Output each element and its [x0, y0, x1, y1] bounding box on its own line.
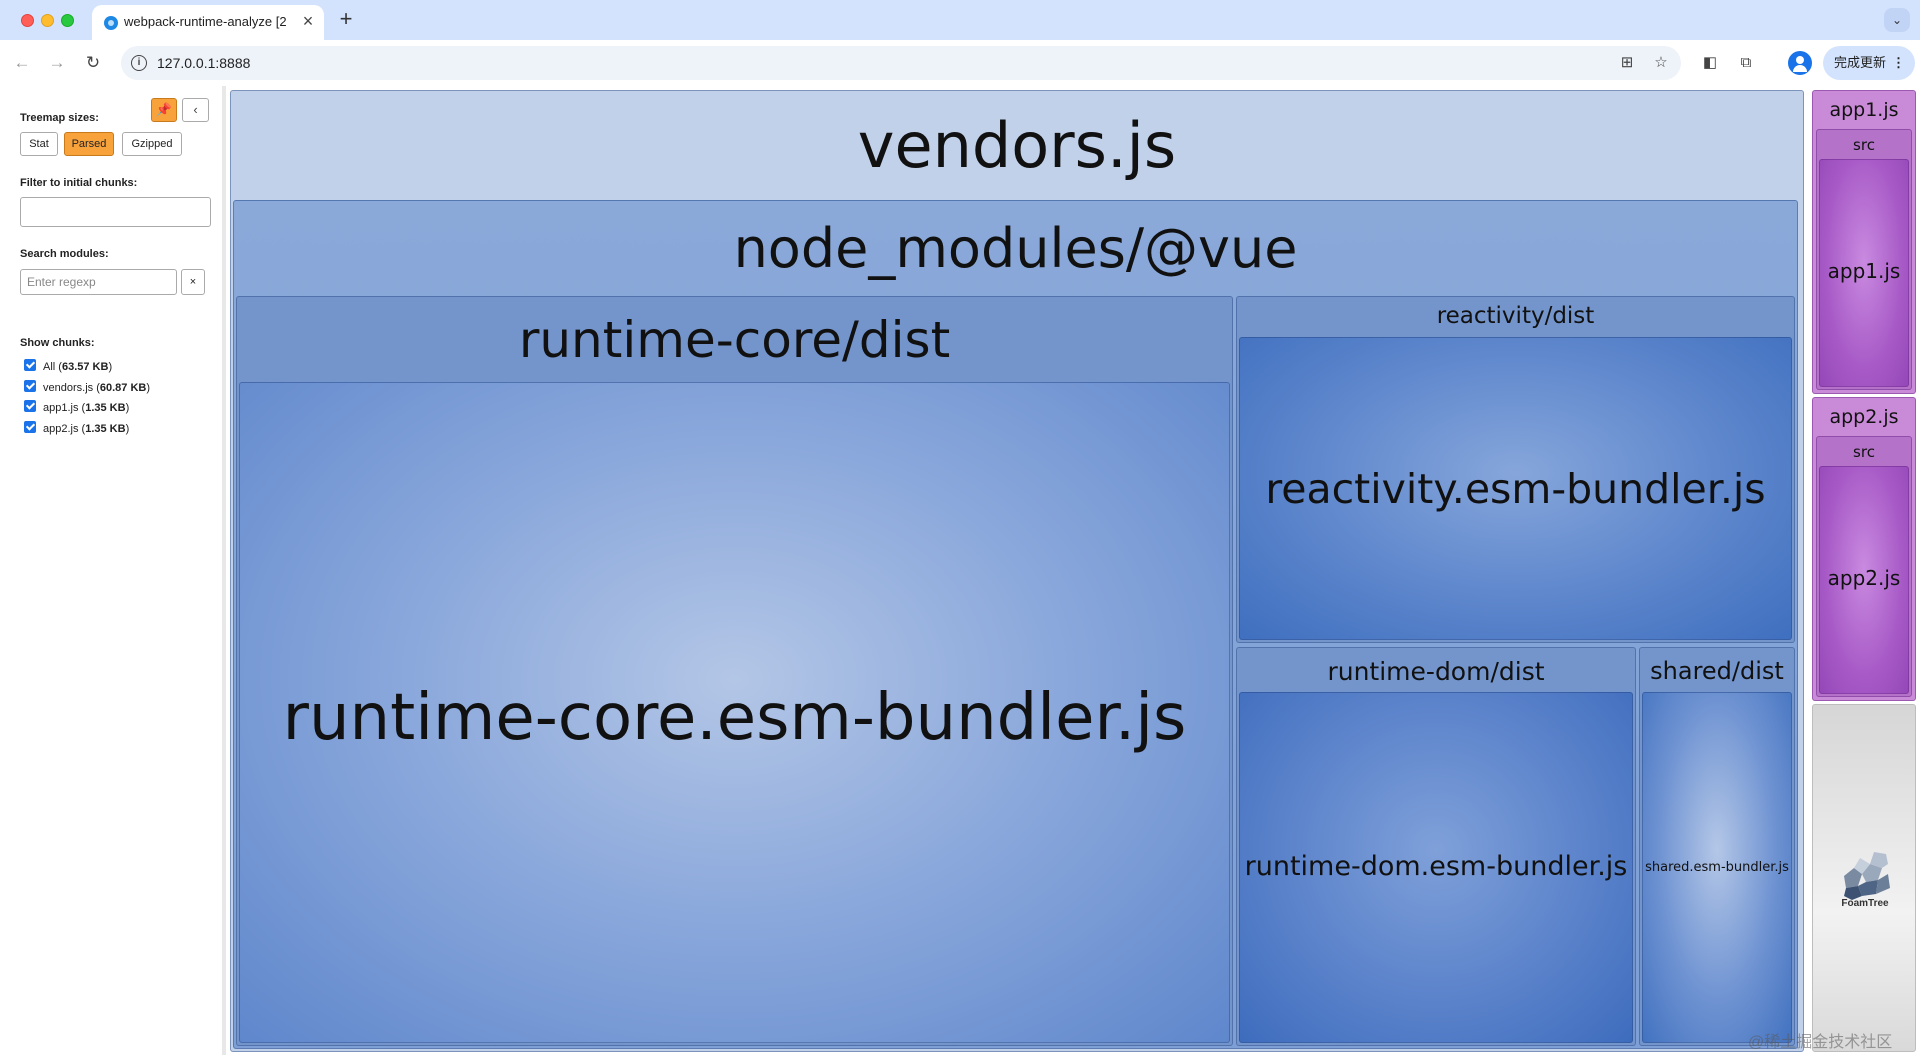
treemap-node-app2-file[interactable]: app2.js — [1819, 466, 1909, 694]
address-bar[interactable]: i 127.0.0.1:8888 ⊞ ☆ — [121, 46, 1681, 80]
back-button[interactable]: ← — [13, 53, 31, 72]
webpack-favicon-icon — [104, 16, 118, 30]
url-text[interactable]: 127.0.0.1:8888 — [157, 55, 251, 71]
browser-toolbar: ← → ↻ i 127.0.0.1:8888 ⊞ ☆ ◧ ⧉ 完成更新 ⋮ — [0, 40, 1920, 86]
node-label: src — [1853, 443, 1875, 461]
node-label: app2.js — [1827, 566, 1901, 590]
treemap-empty-area — [1812, 704, 1916, 1052]
window-close-button[interactable] — [21, 14, 34, 27]
node-label: node_modules/@vue — [733, 217, 1298, 280]
menu-kebab-icon[interactable]: ⋮ — [1892, 55, 1905, 70]
forward-button[interactable]: → — [48, 53, 66, 72]
size-gzipped-button[interactable]: Gzipped — [122, 132, 182, 156]
window-minimize-button[interactable] — [41, 14, 54, 27]
analyzer-sidebar: 📌 ‹ Treemap sizes: Stat Parsed Gzipped F… — [0, 86, 226, 1055]
chunk-name: app2.js — [43, 423, 79, 435]
pin-icon: 📌 — [155, 102, 173, 117]
collapse-sidebar-button[interactable]: ‹ — [182, 98, 209, 122]
search-modules-label: Search modules: — [20, 248, 109, 260]
window-zoom-button[interactable] — [61, 14, 74, 27]
node-label: shared/dist — [1650, 657, 1784, 685]
chevron-left-icon: ‹ — [193, 102, 198, 117]
node-label: reactivity.esm-bundler.js — [1265, 465, 1766, 513]
node-label: runtime-core.esm-bundler.js — [282, 681, 1187, 755]
chunk-checkbox[interactable] — [24, 380, 36, 392]
treemap-node-runtime-core-bundle[interactable]: runtime-core.esm-bundler.js — [239, 382, 1230, 1043]
size-stat-button[interactable]: Stat — [20, 132, 58, 156]
treemap-canvas: vendors.js node_modules/@vue runtime-cor… — [226, 86, 1920, 1055]
browser-tab-bar: webpack-runtime-analyze [2 × + ⌄ — [0, 0, 1920, 40]
side-panel-icon[interactable]: ◧ — [1702, 54, 1718, 71]
treemap-sizes-label: Treemap sizes: — [20, 112, 99, 124]
node-label: runtime-dom/dist — [1327, 657, 1545, 686]
chunk-size: 1.35 KB — [85, 402, 126, 414]
clear-search-button[interactable]: × — [181, 269, 205, 295]
profile-avatar-icon[interactable] — [1788, 51, 1812, 75]
treemap-node-reactivity-bundle[interactable]: reactivity.esm-bundler.js — [1239, 337, 1792, 640]
update-browser-button[interactable]: 完成更新 ⋮ — [1823, 46, 1915, 80]
tab-close-icon[interactable]: × — [302, 11, 314, 31]
chunk-checkbox[interactable] — [24, 421, 36, 433]
browser-tab-active[interactable]: webpack-runtime-analyze [2 × — [92, 5, 324, 40]
show-chunks-label: Show chunks: — [20, 337, 95, 349]
translate-icon[interactable]: ⊞ — [1620, 54, 1634, 71]
filter-initial-chunks-label: Filter to initial chunks: — [20, 177, 138, 189]
node-label: app1.js — [1827, 259, 1901, 283]
node-label: shared.esm-bundler.js — [1645, 860, 1789, 875]
node-label: vendors.js — [857, 109, 1177, 182]
chunk-name: vendors.js — [43, 382, 94, 394]
treemap-node-app1-file[interactable]: app1.js — [1819, 159, 1909, 387]
node-label: runtime-core/dist — [518, 311, 951, 369]
new-tab-button[interactable]: + — [339, 6, 353, 31]
foamtree-wordmark: FoamTree — [1841, 898, 1889, 909]
foamtree-logo-icon — [1844, 852, 1890, 900]
update-label: 完成更新 — [1834, 55, 1887, 70]
site-info-icon[interactable]: i — [131, 55, 147, 71]
filter-initial-chunks-input[interactable] — [20, 197, 211, 227]
chunk-name: app1.js — [43, 402, 79, 414]
chunk-checkbox[interactable] — [24, 400, 36, 412]
search-modules-input[interactable]: Enter regexp — [20, 269, 177, 295]
node-label: runtime-dom.esm-bundler.js — [1244, 851, 1628, 882]
chunk-size: 1.35 KB — [85, 423, 126, 435]
node-label: app1.js — [1829, 99, 1899, 121]
chunk-size: 60.87 KB — [99, 382, 147, 394]
reload-button[interactable]: ↻ — [85, 53, 101, 72]
treemap-node-runtime-dom-bundle[interactable]: runtime-dom.esm-bundler.js — [1239, 692, 1633, 1043]
tab-search-chevron-icon[interactable]: ⌄ — [1884, 8, 1910, 32]
treemap-node-shared-bundle[interactable]: shared.esm-bundler.js — [1642, 692, 1792, 1043]
chunk-size: 63.57 KB — [61, 361, 109, 373]
node-label: app2.js — [1829, 406, 1899, 428]
bookmark-star-icon[interactable]: ☆ — [1654, 54, 1668, 71]
pin-sidebar-button[interactable]: 📌 — [151, 98, 177, 122]
node-label: src — [1853, 136, 1875, 154]
size-parsed-button[interactable]: Parsed — [64, 132, 114, 156]
node-label: reactivity/dist — [1436, 303, 1595, 329]
extensions-puzzle-icon[interactable]: ⧉ — [1740, 54, 1752, 71]
chunk-name: All — [43, 361, 56, 373]
site-watermark: @稀土掘金技术社区 — [1748, 1034, 1893, 1051]
sidebar-resize-handle[interactable] — [222, 86, 226, 1055]
chunk-checkbox[interactable] — [24, 359, 36, 371]
tab-title: webpack-runtime-analyze [2 — [124, 14, 287, 29]
